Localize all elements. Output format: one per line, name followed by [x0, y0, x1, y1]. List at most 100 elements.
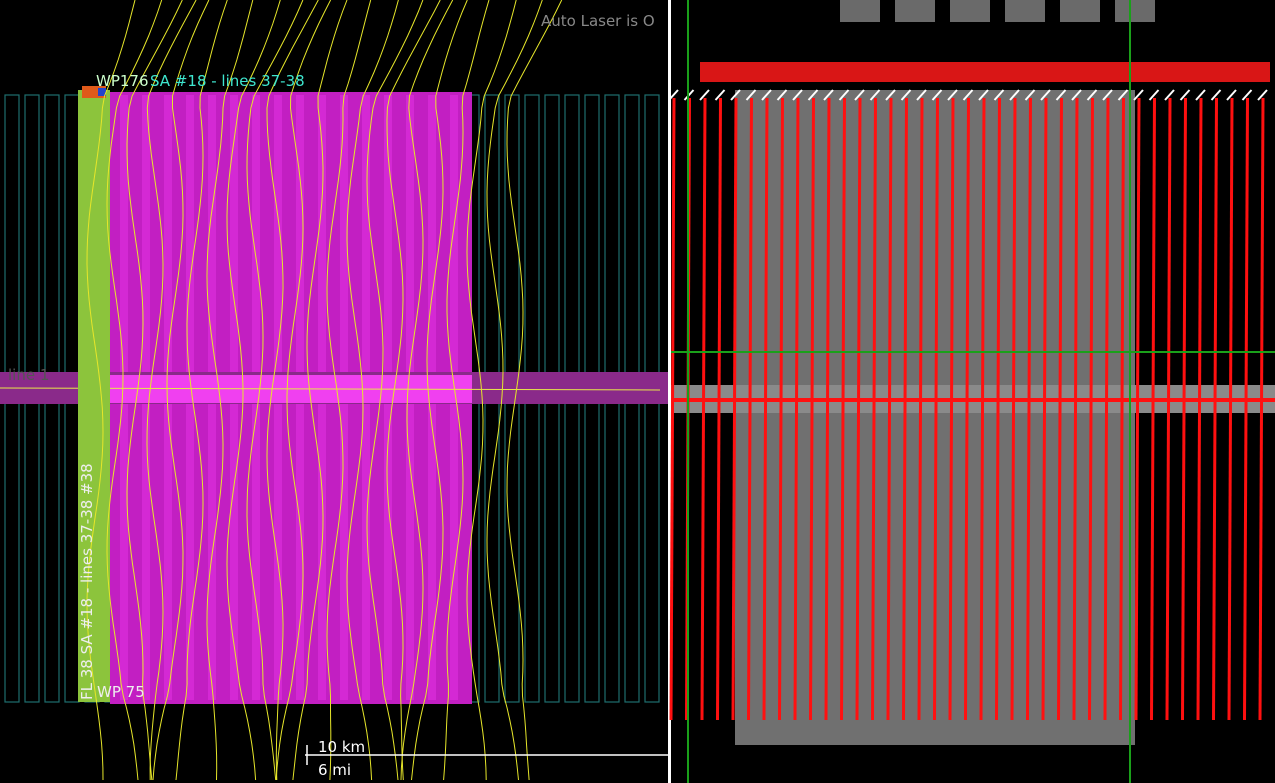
line-start [1086, 89, 1098, 101]
flight-line [886, 97, 893, 721]
line-start [1226, 89, 1237, 101]
flight-line [1181, 97, 1187, 721]
flight-line [716, 97, 722, 721]
track-line [226, 0, 281, 781]
scale-label: 6 mi [318, 761, 351, 779]
vertical-line-label: FL 38 SA #18 - lines 37-38 #38 [78, 463, 96, 700]
waypoint-label: WP 75 [97, 683, 145, 701]
crossline-label: line 1 [8, 366, 49, 384]
line-start [699, 89, 710, 101]
flight-line [1150, 97, 1156, 721]
line-start [1102, 89, 1113, 101]
line-start [962, 89, 974, 101]
flight-line [902, 97, 908, 721]
track-line [106, 0, 163, 781]
line-start [1024, 89, 1036, 101]
line-start [1148, 89, 1160, 101]
right-layers [668, 0, 1275, 783]
track-line [126, 0, 183, 781]
track-line [86, 0, 136, 781]
imagery-fragment [950, 0, 990, 22]
track-line [152, 0, 210, 781]
line-start [745, 89, 757, 101]
track-line [411, 0, 468, 781]
track-line [346, 0, 399, 781]
flight-line [917, 97, 924, 721]
flight-line [1072, 97, 1079, 721]
line-start [978, 89, 989, 101]
line-start [714, 89, 726, 101]
line-start [823, 89, 834, 101]
scale-label: 10 km [318, 738, 365, 756]
flight-line [1041, 97, 1048, 721]
flight-line [809, 97, 815, 721]
line-start [668, 89, 679, 101]
track-line [466, 0, 517, 781]
flight-line [855, 97, 862, 721]
line-start [761, 89, 772, 101]
status-text: Auto Laser is O [541, 12, 655, 30]
track-line [275, 0, 332, 781]
imagery-fragment [895, 0, 935, 22]
line-start [1117, 89, 1129, 101]
line-start [900, 89, 912, 101]
line-start [1009, 89, 1020, 101]
flight-line [778, 97, 784, 721]
flight-line [933, 97, 939, 721]
line-start [1055, 89, 1067, 101]
divider [668, 0, 671, 783]
track-line [146, 0, 197, 781]
flight-line [762, 97, 769, 721]
line-start [838, 89, 850, 101]
track-line [400, 0, 454, 781]
flight-line [1103, 97, 1110, 721]
flight-line [700, 97, 707, 721]
left-layers [0, 0, 668, 781]
track-line [206, 0, 254, 781]
track-line [175, 0, 228, 781]
line-start [1195, 89, 1206, 101]
line-start [1257, 89, 1268, 101]
flight-line [1134, 97, 1141, 721]
flight-line [1212, 97, 1218, 721]
flight-line [731, 97, 738, 721]
line-start [869, 89, 881, 101]
flight-line [964, 97, 970, 721]
line-start [1241, 89, 1253, 101]
imagery-fragment [1115, 0, 1155, 22]
line-start [916, 89, 927, 101]
line-start [1210, 89, 1222, 101]
line-start [854, 89, 865, 101]
flight-line [1258, 97, 1265, 721]
flight-line [793, 97, 800, 721]
flight-line [1243, 97, 1249, 721]
flight-line [1119, 97, 1125, 721]
flight-line [1196, 97, 1203, 721]
track-line [266, 0, 319, 781]
flight-line [871, 97, 877, 721]
line-label: SA #18 - lines 37-38 [150, 72, 305, 90]
flight-line [840, 97, 846, 721]
track-line [366, 0, 424, 781]
flight-line [824, 97, 831, 721]
track-line [506, 0, 563, 781]
flight-line [1010, 97, 1017, 721]
line-start [776, 89, 788, 101]
active-strip [78, 90, 110, 702]
flight-line [995, 97, 1001, 721]
line-start [993, 89, 1005, 101]
flight-line [1026, 97, 1032, 721]
imagery-fragment [1005, 0, 1045, 22]
line-start [1071, 89, 1082, 101]
line-start [807, 89, 819, 101]
flight-line [948, 97, 955, 721]
waypoint-label: WP176 [96, 72, 149, 90]
imagery-fragment [840, 0, 880, 22]
track-line [443, 0, 490, 781]
flight-line [1165, 97, 1172, 721]
line-start [792, 89, 803, 101]
flight-line [1088, 97, 1094, 721]
line-start [1179, 89, 1191, 101]
flight-line [669, 97, 676, 721]
